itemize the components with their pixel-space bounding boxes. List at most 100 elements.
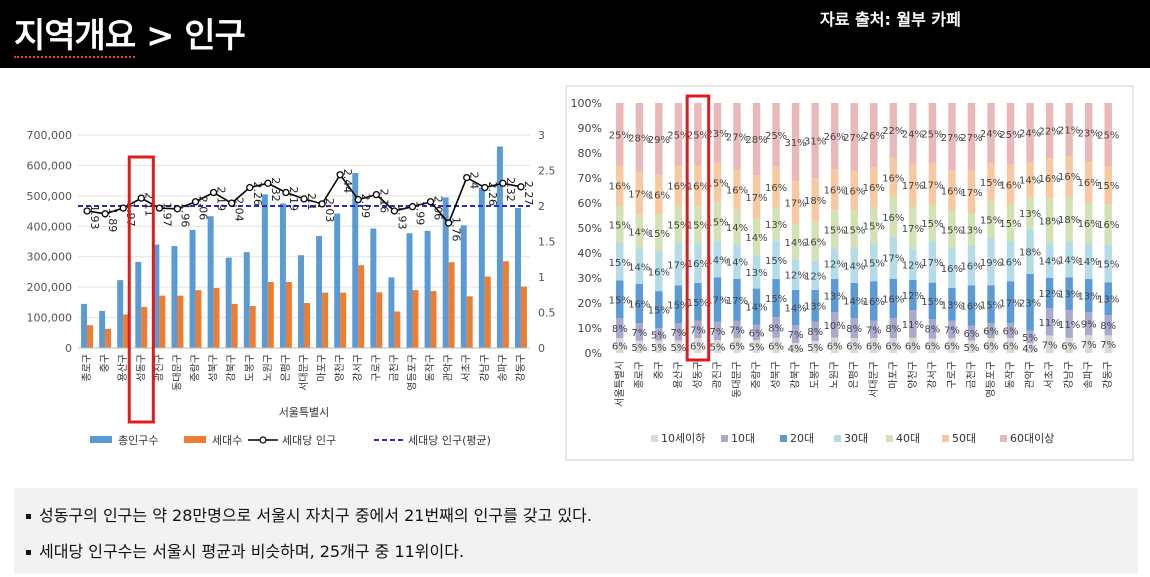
data-label: 13% [1097,295,1119,306]
stacked-segment [772,279,780,318]
data-label: 6% [768,341,784,352]
y-tick-label: 90% [578,122,602,135]
stacked-segment [655,251,663,292]
data-label: 1.93 [88,205,101,230]
stacked-segment [733,244,741,279]
data-label: 16% [765,183,787,194]
bar-households [285,281,292,348]
data-label: 5% [651,343,667,354]
stacked-segment [870,320,878,339]
y-tick-label: 0 [65,342,72,355]
data-label: 14% [1019,176,1041,187]
per-household-point [318,200,326,208]
stacked-segment [674,243,683,286]
x-tick-label: 노원구 [262,354,274,382]
y2-tick-label: 2 [538,200,545,213]
data-label: 1.97 [160,202,173,227]
data-label: 14% [706,255,728,266]
bar-total-population [171,246,178,348]
stacked-segment [967,170,976,213]
data-label: 13% [1078,292,1100,303]
data-label: 16% [960,262,982,273]
stacked-segment [909,206,917,250]
stacked-segment [772,240,780,280]
stacked-segment [1104,315,1112,336]
data-label: 17% [921,258,943,269]
data-label: 18% [1019,248,1041,259]
data-label: 15% [765,294,787,305]
data-label: 9% [1081,320,1097,331]
header-bar: 지역개요 > 인구 자료 출처: 월부 카페 [0,0,1150,68]
stacked-segment [772,207,780,241]
stacked-segment [928,103,937,164]
data-label: 15% [687,298,709,309]
data-label: 12% [784,271,806,282]
per-household-point [372,190,380,199]
note-item: 성동구의 인구는 약 28만명으로 서울시 자치구 중에서 21번째의 인구를 … [26,502,592,526]
bar-households [412,290,419,348]
y-tick-label: 600,000 [27,159,73,172]
data-label: 16% [941,187,963,198]
x-tick-label: 용산구 [117,354,129,382]
x-tick-label: 노원구 [829,361,841,389]
legend-swatch [721,435,728,442]
data-label: 15% [609,258,631,269]
bar-total-population [243,252,250,348]
data-label: 7% [1081,340,1097,351]
data-label: 15% [999,219,1021,230]
y-tick-label: 40% [578,247,602,260]
note-item: 세대당 인구수는 서울시 평균과 비슷하며, 25개구 중 11위이다. [26,538,464,562]
data-label: 29% [648,135,670,146]
data-label: 8% [846,324,862,335]
per-household-point [390,207,399,215]
x-tick-label: 마포구 [316,354,328,382]
x-tick-label: 양천구 [907,361,919,389]
data-label: 2.26 [251,182,264,207]
data-label: 17% [667,260,689,271]
data-label: 16% [628,299,650,310]
stacked-segment [1065,277,1073,311]
y2-tick-label: 2.5 [538,165,556,178]
data-label: 5% [670,343,686,354]
data-label: 15% [609,295,631,306]
x-tick-label: 서대문구 [298,354,310,391]
stacked-segment [1006,338,1015,353]
data-label: 7% [1042,340,1058,351]
data-label: 2.16 [377,189,390,214]
data-label: 15% [980,215,1002,226]
stacked-segment [1065,103,1073,157]
stacked-segment [811,103,819,179]
per-household-point [191,198,200,206]
stacked-segment [987,238,995,286]
data-label: 21% [1058,126,1080,137]
data-label: 6% [983,342,999,353]
stacked-segment [616,338,624,353]
x-tick-label: 송파구 [497,354,509,382]
x-tick-label: 관악구 [443,354,455,382]
stacked-segment [674,103,683,166]
data-label: 13% [765,220,787,231]
data-label: 13% [941,300,963,311]
data-label: 1.96 [178,203,191,228]
data-label: 17% [706,296,728,307]
stacked-segment [1104,166,1112,205]
data-label: 14% [1038,257,1060,268]
data-label: 6% [729,342,745,353]
data-label: 7% [710,327,726,338]
data-label: 15% [648,229,670,240]
stacked-segment [948,288,956,321]
data-label: 6% [612,342,628,353]
bar-total-population [316,236,323,348]
data-label: 16% [804,237,826,248]
data-label: 5% [651,330,667,341]
y-tick-label: 50% [578,222,602,235]
data-label: 16% [999,181,1021,192]
data-label: 16% [882,213,904,224]
bar-total-population [153,244,160,348]
data-label: 27% [726,132,748,143]
legend-swatch [90,436,112,443]
x-tick-label: 용산구 [672,361,684,389]
legend-label: 10대 [731,432,755,445]
stacked-segment [694,320,702,338]
stacked-segment [987,323,995,338]
